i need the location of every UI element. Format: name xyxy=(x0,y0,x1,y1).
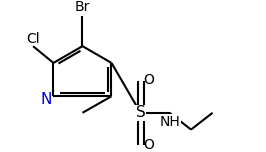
Text: N: N xyxy=(41,92,52,107)
Text: Cl: Cl xyxy=(26,32,40,46)
Text: O: O xyxy=(143,73,154,87)
Text: Br: Br xyxy=(75,0,90,14)
Text: S: S xyxy=(136,105,146,120)
Text: NH: NH xyxy=(159,115,180,129)
Text: O: O xyxy=(143,138,154,152)
